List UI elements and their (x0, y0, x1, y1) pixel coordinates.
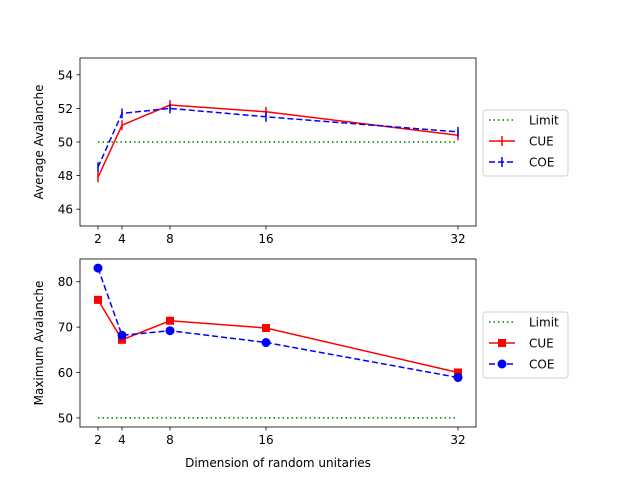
data-point-coe (261, 338, 271, 348)
x-tick-label: 4 (118, 232, 126, 246)
legend: Limit CUE COE (482, 311, 569, 379)
legend-marker (497, 359, 507, 369)
y-tick-label: 80 (58, 275, 73, 289)
legend-entry-coe: COE (489, 358, 554, 372)
legend-label: Limit (529, 114, 559, 128)
axes-frame (79, 258, 477, 428)
data-point-cue (454, 368, 462, 377)
legend-marker (498, 339, 506, 347)
data-point-coe (165, 326, 175, 336)
legend-label: Limit (529, 316, 559, 330)
series-line-coe (97, 267, 459, 379)
data-point-cue (118, 335, 126, 344)
data-point-cue (166, 316, 174, 325)
legend-entry-limit: Limit (489, 316, 559, 330)
x-tick-label: 8 (166, 232, 174, 246)
y-axis-label: Average Avalanche (32, 85, 46, 200)
legend-label: COE (529, 156, 554, 170)
data-point-coe (453, 373, 463, 383)
y-tick-label: 46 (58, 203, 73, 217)
legend-entry-limit: Limit (489, 114, 559, 128)
series-cue (94, 295, 462, 377)
y-tick-label: 70 (58, 321, 73, 335)
y-tick-label: 60 (58, 366, 73, 380)
series-line-cue (97, 104, 459, 178)
legend-label: CUE (529, 135, 554, 149)
data-point-coe (93, 263, 103, 273)
y-tick-label: 48 (58, 169, 73, 183)
series-coe (93, 263, 463, 383)
legend-box (482, 109, 569, 177)
x-tick-label: 4 (118, 433, 126, 447)
data-point-coe (117, 330, 127, 340)
y-tick-label: 54 (58, 68, 73, 82)
series-coe (97, 103, 459, 173)
maximum-avalanche-panel: 2 4 8 16 32 50 60 70 80 Maximum Avalanche Dimensio… (32, 258, 569, 470)
data-point-cue (94, 295, 102, 304)
x-axis-label: Dimension of random unitaries (185, 456, 371, 470)
data-point-cue (262, 324, 270, 333)
legend-entry-coe: COE (489, 156, 554, 170)
legend-entry-cue: CUE (489, 135, 554, 149)
x-tick-label: 2 (94, 433, 102, 447)
x-tick-label: 8 (166, 433, 174, 447)
x-tick-label: 32 (450, 232, 465, 246)
legend-label: COE (529, 358, 554, 372)
x-tick-label: 32 (450, 433, 465, 447)
y-tick-label: 52 (58, 102, 73, 116)
x-tick-label: 16 (258, 232, 273, 246)
legend-entry-cue: CUE (489, 337, 554, 351)
series-line-cue (97, 299, 459, 374)
series-line-coe (97, 107, 459, 168)
x-tick-label: 2 (94, 232, 102, 246)
y-tick-label: 50 (58, 411, 73, 425)
legend-label: CUE (529, 337, 554, 351)
y-tick-label: 50 (58, 136, 73, 150)
x-tick-label: 16 (258, 433, 273, 447)
y-axis-label: Maximum Avalanche (32, 281, 46, 406)
legend: Limit CUE COE (482, 109, 569, 177)
series-cue (97, 100, 459, 183)
